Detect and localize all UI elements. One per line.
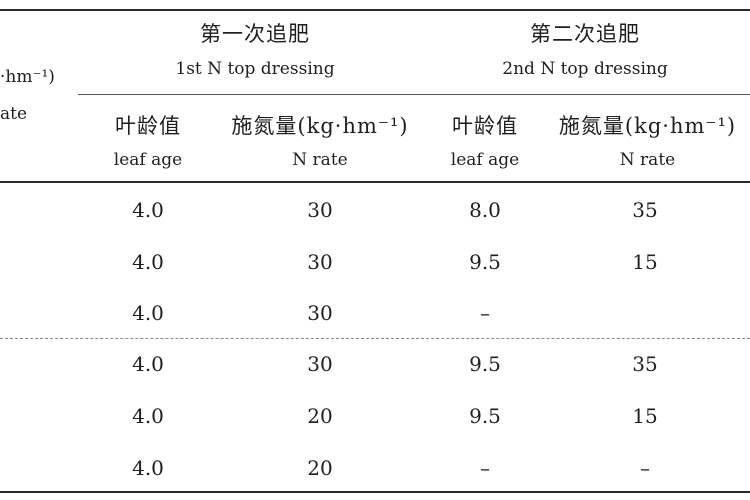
col-n-rate-1-cn: 施氮量(kg·hm⁻¹): [231, 114, 409, 138]
first-dressing-title-cn: 第一次追肥: [200, 22, 310, 46]
col-leaf-age-2-cn: 叶龄值: [452, 114, 518, 138]
first-dressing-title-en: 1st N top dressing: [175, 59, 335, 79]
table-cell: 30: [307, 250, 333, 274]
table-cell: 4.0: [132, 456, 164, 480]
group-header-rule: [78, 94, 750, 95]
table-cell: 20: [307, 456, 333, 480]
table-cell: 4.0: [132, 301, 164, 325]
table-cell: 4.0: [132, 352, 164, 376]
section-divider: [0, 338, 750, 339]
table-bottom-rule: [0, 491, 750, 493]
left-rate-fragment: ate: [0, 104, 28, 124]
left-unit-fragment: ·hm⁻¹): [0, 67, 55, 87]
table-cell: 4.0: [132, 198, 164, 222]
col-n-rate-1-en: N rate: [292, 150, 348, 170]
table-top-rule: [0, 9, 750, 11]
table-cell: –: [640, 456, 650, 480]
table-cell: 9.5: [469, 250, 501, 274]
table-cell: 9.5: [469, 352, 501, 376]
table-cell: 30: [307, 352, 333, 376]
second-dressing-title-en: 2nd N top dressing: [502, 59, 668, 79]
col-leaf-age-1-en: leaf age: [113, 150, 183, 170]
header-bottom-rule: [0, 181, 750, 183]
table-cell: 35: [632, 352, 658, 376]
table-cell: –: [480, 301, 490, 325]
table-cell: 9.5: [469, 404, 501, 428]
col-leaf-age-2-en: leaf age: [450, 150, 520, 170]
col-n-rate-2-en: N rate: [619, 150, 676, 170]
table-cell: 15: [632, 250, 658, 274]
table-cell: –: [480, 456, 490, 480]
table-cell: 15: [632, 404, 658, 428]
table-cell: 8.0: [469, 198, 501, 222]
col-leaf-age-1-cn: 叶龄值: [115, 114, 181, 138]
table-cell: 4.0: [132, 250, 164, 274]
table-cell: 4.0: [132, 404, 164, 428]
table-cell: 30: [307, 301, 333, 325]
table-cell: 20: [307, 404, 333, 428]
table-cell: 35: [632, 198, 658, 222]
table-cell: 30: [307, 198, 333, 222]
col-n-rate-2-cn: 施氮量(kg·hm⁻¹): [558, 114, 737, 138]
second-dressing-title-cn: 第二次追肥: [530, 22, 640, 46]
